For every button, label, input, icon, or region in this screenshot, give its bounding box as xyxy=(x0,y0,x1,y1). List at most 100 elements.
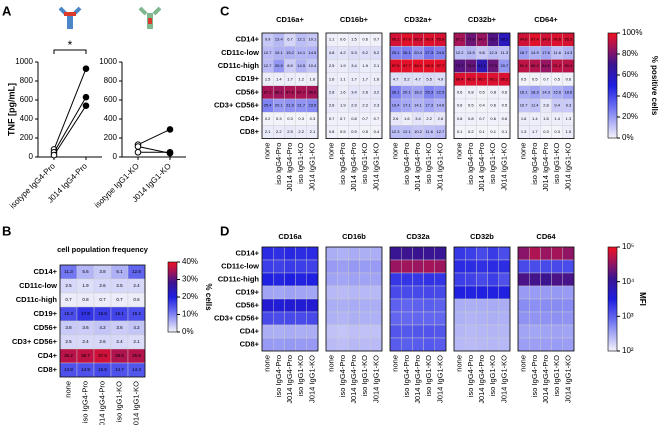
cell-value: 11.3 xyxy=(64,269,73,274)
heatmap-cell xyxy=(370,337,383,352)
cell-value: 3.4 xyxy=(415,116,421,121)
row-label: CD14+ xyxy=(235,35,259,44)
column-label: iso IgG4-Pro xyxy=(80,381,89,423)
column-label: iso IgG1-KO xyxy=(488,355,497,396)
colorbar-tick-label: 10³ xyxy=(622,311,634,320)
heatmap-cell xyxy=(529,246,541,261)
cell-value: 12.7 xyxy=(264,50,273,55)
block-title: cell population frequency xyxy=(57,245,149,254)
heatmap-cell xyxy=(412,285,424,300)
series-line xyxy=(53,96,87,153)
cell-value: 10.4 xyxy=(309,63,318,68)
cell-value: 2.1 xyxy=(133,339,140,344)
panel-label: C xyxy=(220,3,230,18)
heatmap-cell xyxy=(517,272,530,287)
row-label: CD4+ xyxy=(240,114,260,123)
cell-value: 2.6 xyxy=(393,116,399,121)
cell-value: 96.6 xyxy=(467,76,476,81)
cell-value: 10.7 xyxy=(520,103,529,108)
series-line xyxy=(53,105,87,156)
cell-value: 26.1 xyxy=(392,89,401,94)
y-tick-label: 800 xyxy=(20,76,34,85)
block-title: CD64 xyxy=(536,232,556,241)
heatmap-cell xyxy=(370,285,383,300)
cell-value: 13.4 xyxy=(275,37,284,42)
heatmap-cell xyxy=(412,337,424,352)
cell-value: 25.1 xyxy=(392,50,401,55)
cell-value: 1.7 xyxy=(351,76,357,81)
cell-value: 0.5 xyxy=(521,76,527,81)
cell-value: 0.5 xyxy=(340,129,346,134)
cell-value: 3.4 xyxy=(351,63,357,68)
cell-value: 11.4 xyxy=(531,103,539,108)
y-tick-label: 800 xyxy=(104,76,118,85)
heatmap-cell xyxy=(476,246,488,261)
cell-value: 96.9 xyxy=(425,37,434,42)
cell-value: 2.1 xyxy=(265,129,271,134)
column-label: J014 IgG4-Pro xyxy=(285,143,294,192)
heatmap-cell xyxy=(284,272,296,287)
cell-value: 87.2 xyxy=(264,89,273,94)
cell-value: 1.6 xyxy=(521,116,527,121)
heatmap-cell xyxy=(359,246,372,261)
series-line xyxy=(137,128,171,146)
column-label: J014 IgG4-Pro xyxy=(413,355,422,404)
column-label: iso IgG4-Pro xyxy=(466,355,475,397)
heatmap-cell xyxy=(498,246,511,261)
column-label: iso IgG4-Pro xyxy=(338,143,347,185)
row-label: CD8+ xyxy=(240,127,260,136)
column-label: J014 IgG4-Pro xyxy=(541,355,550,404)
heatmap-cell xyxy=(325,337,338,352)
heatmap-cell xyxy=(476,259,488,274)
heatmap-cell xyxy=(284,337,296,352)
cell-value: 0.7 xyxy=(374,116,380,121)
heatmap-cell xyxy=(551,298,563,313)
heatmap-cell xyxy=(284,285,296,300)
cell-value: 12.2 xyxy=(456,50,465,55)
heatmap-cell xyxy=(337,324,349,339)
colorbar-tick-label: 10⁴ xyxy=(622,277,635,286)
heatmap-cell xyxy=(562,311,575,326)
cell-value: 0.8 xyxy=(468,89,474,94)
block-title: CD16b+ xyxy=(340,15,369,24)
heatmap-cell xyxy=(551,311,563,326)
cell-value: 0.8 xyxy=(351,116,357,121)
heatmap-cell xyxy=(295,246,308,261)
column-label: J014 IgG1-KO xyxy=(371,142,380,190)
cell-value: 2.2 xyxy=(426,116,432,121)
column-label: J014 IgG1-KO xyxy=(563,142,572,190)
cell-value: 97.7 xyxy=(437,63,446,68)
cell-value: 22.5 xyxy=(437,89,446,94)
cell-value: 14.1 xyxy=(414,103,423,108)
cell-value: 14.3 xyxy=(542,89,551,94)
heatmap-cell xyxy=(273,298,285,313)
column-label: iso IgG1-KO xyxy=(360,142,369,183)
heatmap-cell xyxy=(551,337,563,352)
cell-value: 14.3 xyxy=(565,50,574,55)
cell-value: 2.2 xyxy=(276,129,282,134)
cell-value: 1.9 xyxy=(82,283,89,288)
cell-value: 0.8 xyxy=(457,116,463,121)
cell-value: 14.8 xyxy=(64,367,73,372)
cell-value: 3.6 xyxy=(116,325,123,330)
cell-value: 0.8 xyxy=(82,297,89,302)
heatmap-cell xyxy=(325,311,338,326)
cell-value: 1.5 xyxy=(265,76,271,81)
cell-value: 0.6 xyxy=(502,116,508,121)
x-tick-label: isotype IgG1-KO xyxy=(93,162,141,210)
column-label: none xyxy=(327,143,336,160)
cell-value: 3.8 xyxy=(99,269,106,274)
cell-value: 0.6 xyxy=(133,297,140,302)
column-label: J014 IgG1-KO xyxy=(435,142,444,190)
heatmap-cell xyxy=(476,285,488,300)
cell-value: 86.1 xyxy=(275,89,284,94)
cell-value: 16.1 xyxy=(115,311,124,316)
column-label: none xyxy=(327,355,336,372)
heatmap-cell xyxy=(517,311,530,326)
block-title: CD32a+ xyxy=(404,15,432,24)
colorbar-label: MFI xyxy=(638,292,647,306)
heatmap-cell xyxy=(412,272,424,287)
cell-value: 0.7 xyxy=(340,116,346,121)
cell-value: 96.7 xyxy=(478,76,487,81)
cell-value: 36.2 xyxy=(64,353,73,358)
